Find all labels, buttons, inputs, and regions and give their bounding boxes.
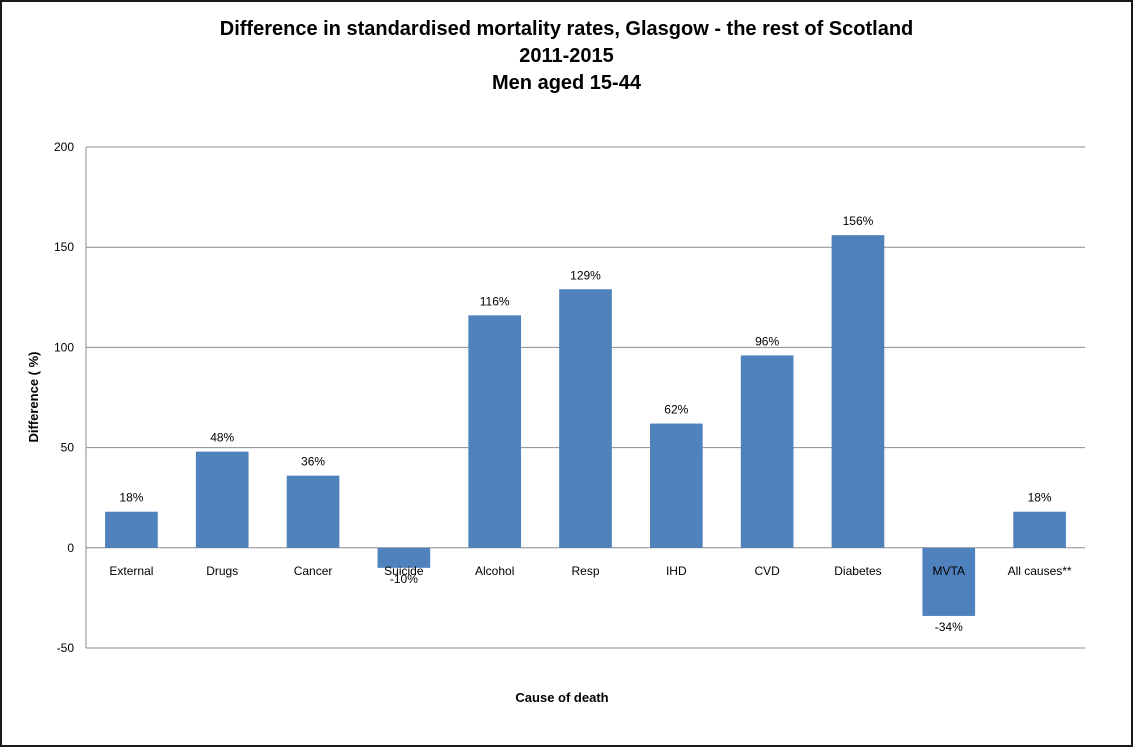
bar (740, 355, 794, 548)
chart-title: Difference in standardised mortality rat… (0, 16, 1133, 97)
bars (105, 235, 1066, 616)
data-label: 48% (210, 431, 234, 445)
y-tick-label: 200 (54, 140, 74, 154)
bar (377, 547, 431, 568)
bar (831, 235, 885, 548)
x-tick-label: IHD (666, 564, 687, 578)
bar (195, 451, 249, 548)
y-tick-label: 50 (61, 441, 75, 455)
x-tick-label: External (109, 564, 153, 578)
bar (649, 423, 703, 548)
data-label: 18% (1028, 491, 1052, 505)
data-label: 156% (843, 214, 874, 228)
x-tick-label: All causes** (1008, 564, 1072, 578)
bar (922, 547, 976, 616)
x-tick-label: Alcohol (475, 564, 514, 578)
bar (105, 511, 158, 548)
data-label: 18% (119, 491, 143, 505)
y-tick-label: 100 (54, 340, 74, 354)
data-label: 116% (480, 294, 510, 308)
bar (468, 315, 522, 548)
x-tick-label: CVD (754, 564, 780, 578)
bar (286, 475, 340, 548)
labels: 200 150 100 50 0 -50 External 18% Drugs 48% Cancer… (54, 140, 1072, 655)
data-label: 129% (570, 268, 601, 282)
data-label: -10% (390, 572, 418, 586)
chart-title-line-2: 2011-2015 (519, 45, 614, 67)
y-tick-label: -50 (57, 641, 75, 655)
chart-title-line-3: Men aged 15-44 (492, 72, 641, 94)
x-axis-label: Cause of death (515, 690, 608, 705)
bar (559, 289, 612, 548)
chart-title-line-1: Difference in standardised mortality rat… (219, 18, 914, 40)
y-tick-label: 150 (54, 240, 74, 254)
y-axis-label: Difference ( %) (26, 351, 41, 442)
x-tick-label: Drugs (206, 564, 238, 578)
data-label: 96% (755, 334, 779, 348)
y-tick-label: 0 (67, 541, 74, 555)
data-label: -34% (935, 620, 963, 634)
x-tick-label: Diabetes (834, 564, 881, 578)
x-tick-label: MVTA (933, 564, 965, 578)
bar (1013, 511, 1066, 548)
x-tick-label: Suicide (384, 564, 424, 578)
data-label: 36% (301, 455, 325, 469)
x-tick-label: Resp (571, 564, 599, 578)
x-tick-label: Cancer (294, 564, 333, 578)
data-label: 62% (664, 403, 688, 417)
